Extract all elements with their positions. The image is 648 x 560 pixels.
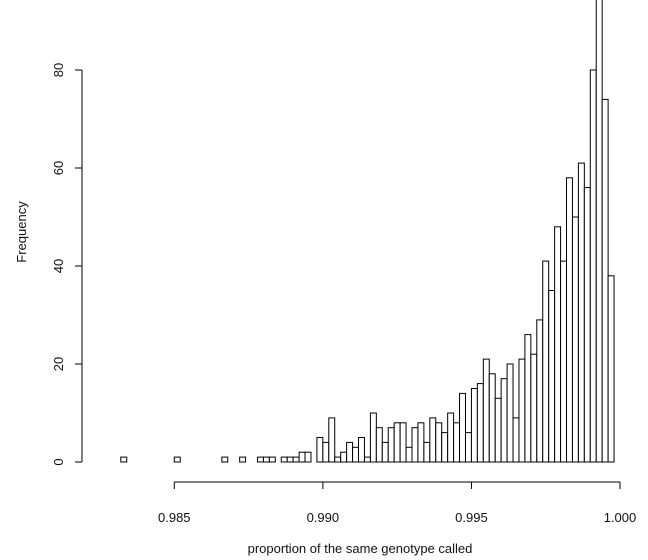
histogram-bar	[298, 451, 306, 463]
histogram-bar	[292, 456, 300, 463]
histogram-bar	[387, 427, 395, 463]
x-tick-label: 0.990	[307, 510, 340, 525]
bars-group	[120, 0, 615, 463]
histogram-bar	[595, 0, 603, 463]
histogram-bar	[589, 69, 597, 463]
histogram-bar	[607, 275, 615, 463]
histogram-bar	[363, 456, 371, 463]
histogram-bar	[494, 397, 502, 463]
histogram-bar	[441, 432, 449, 463]
histogram-bar	[453, 422, 461, 463]
x-tick-label: 1.000	[604, 510, 637, 525]
y-axis-ticks: 0 20 40 60 80	[51, 63, 82, 466]
histogram-bar	[221, 456, 229, 463]
histogram-bar	[476, 383, 484, 463]
histogram-bar	[316, 437, 324, 463]
histogram-bar	[411, 427, 419, 463]
histogram-bar	[340, 451, 348, 463]
histogram-bar	[601, 98, 609, 463]
histogram-bar	[417, 422, 425, 463]
histogram-bar	[399, 422, 407, 463]
histogram-bar	[375, 427, 383, 463]
histogram-bar	[239, 456, 247, 463]
y-tick-label: 20	[51, 357, 66, 371]
x-tick-label: 0.985	[158, 510, 191, 525]
histogram-bar	[381, 441, 389, 463]
histogram-bar	[530, 353, 538, 463]
histogram-bar	[542, 260, 550, 463]
histogram-bar	[346, 441, 354, 463]
histogram-bar	[488, 373, 496, 463]
histogram-bar	[577, 162, 585, 463]
histogram-bar	[459, 392, 466, 463]
histogram-bar	[352, 446, 360, 463]
y-tick-label: 80	[51, 63, 66, 77]
histogram-bar	[482, 358, 490, 463]
histogram-bar	[447, 412, 455, 463]
histogram-bar	[262, 456, 270, 463]
histogram-bar	[536, 319, 544, 463]
y-tick-label: 0	[51, 458, 66, 465]
histogram-bar	[470, 388, 478, 463]
histogram-bar	[560, 260, 568, 463]
histogram-bar	[512, 417, 520, 463]
histogram-bar	[322, 441, 330, 463]
histogram-bar	[518, 358, 526, 463]
histogram-bar	[280, 456, 288, 463]
histogram-bar	[429, 417, 437, 463]
histogram-bar	[554, 226, 562, 463]
histogram-bar	[524, 334, 532, 463]
y-tick-label: 40	[51, 259, 66, 273]
histogram-bar	[304, 451, 312, 463]
histogram-bar	[500, 378, 508, 463]
histogram-bar	[566, 177, 573, 463]
histogram-bar	[286, 456, 294, 463]
x-axis-ticks: 0.985 0.990 0.995 1.000	[158, 482, 636, 525]
histogram-bar	[328, 417, 336, 463]
y-tick-label: 60	[51, 161, 66, 175]
histogram-bar	[334, 456, 342, 463]
histogram-bar	[268, 456, 276, 463]
histogram-bar	[256, 456, 264, 463]
x-axis-title: proportion of the same genotype called	[248, 541, 473, 556]
histogram-bar	[571, 216, 579, 463]
histogram-bar	[369, 412, 377, 463]
y-axis-title: Frequency	[14, 201, 29, 263]
histogram-bar	[548, 290, 556, 463]
histogram-bar	[435, 422, 443, 463]
histogram-bar	[393, 422, 401, 463]
histogram-bar	[173, 456, 181, 463]
histogram-bar	[464, 432, 472, 463]
histogram-bar	[506, 363, 514, 463]
histogram-bar	[358, 437, 365, 463]
histogram-bar	[423, 441, 431, 463]
x-tick-label: 0.995	[455, 510, 488, 525]
histogram-bar	[583, 187, 591, 463]
histogram-bar	[120, 456, 128, 463]
histogram-bar	[405, 446, 413, 463]
